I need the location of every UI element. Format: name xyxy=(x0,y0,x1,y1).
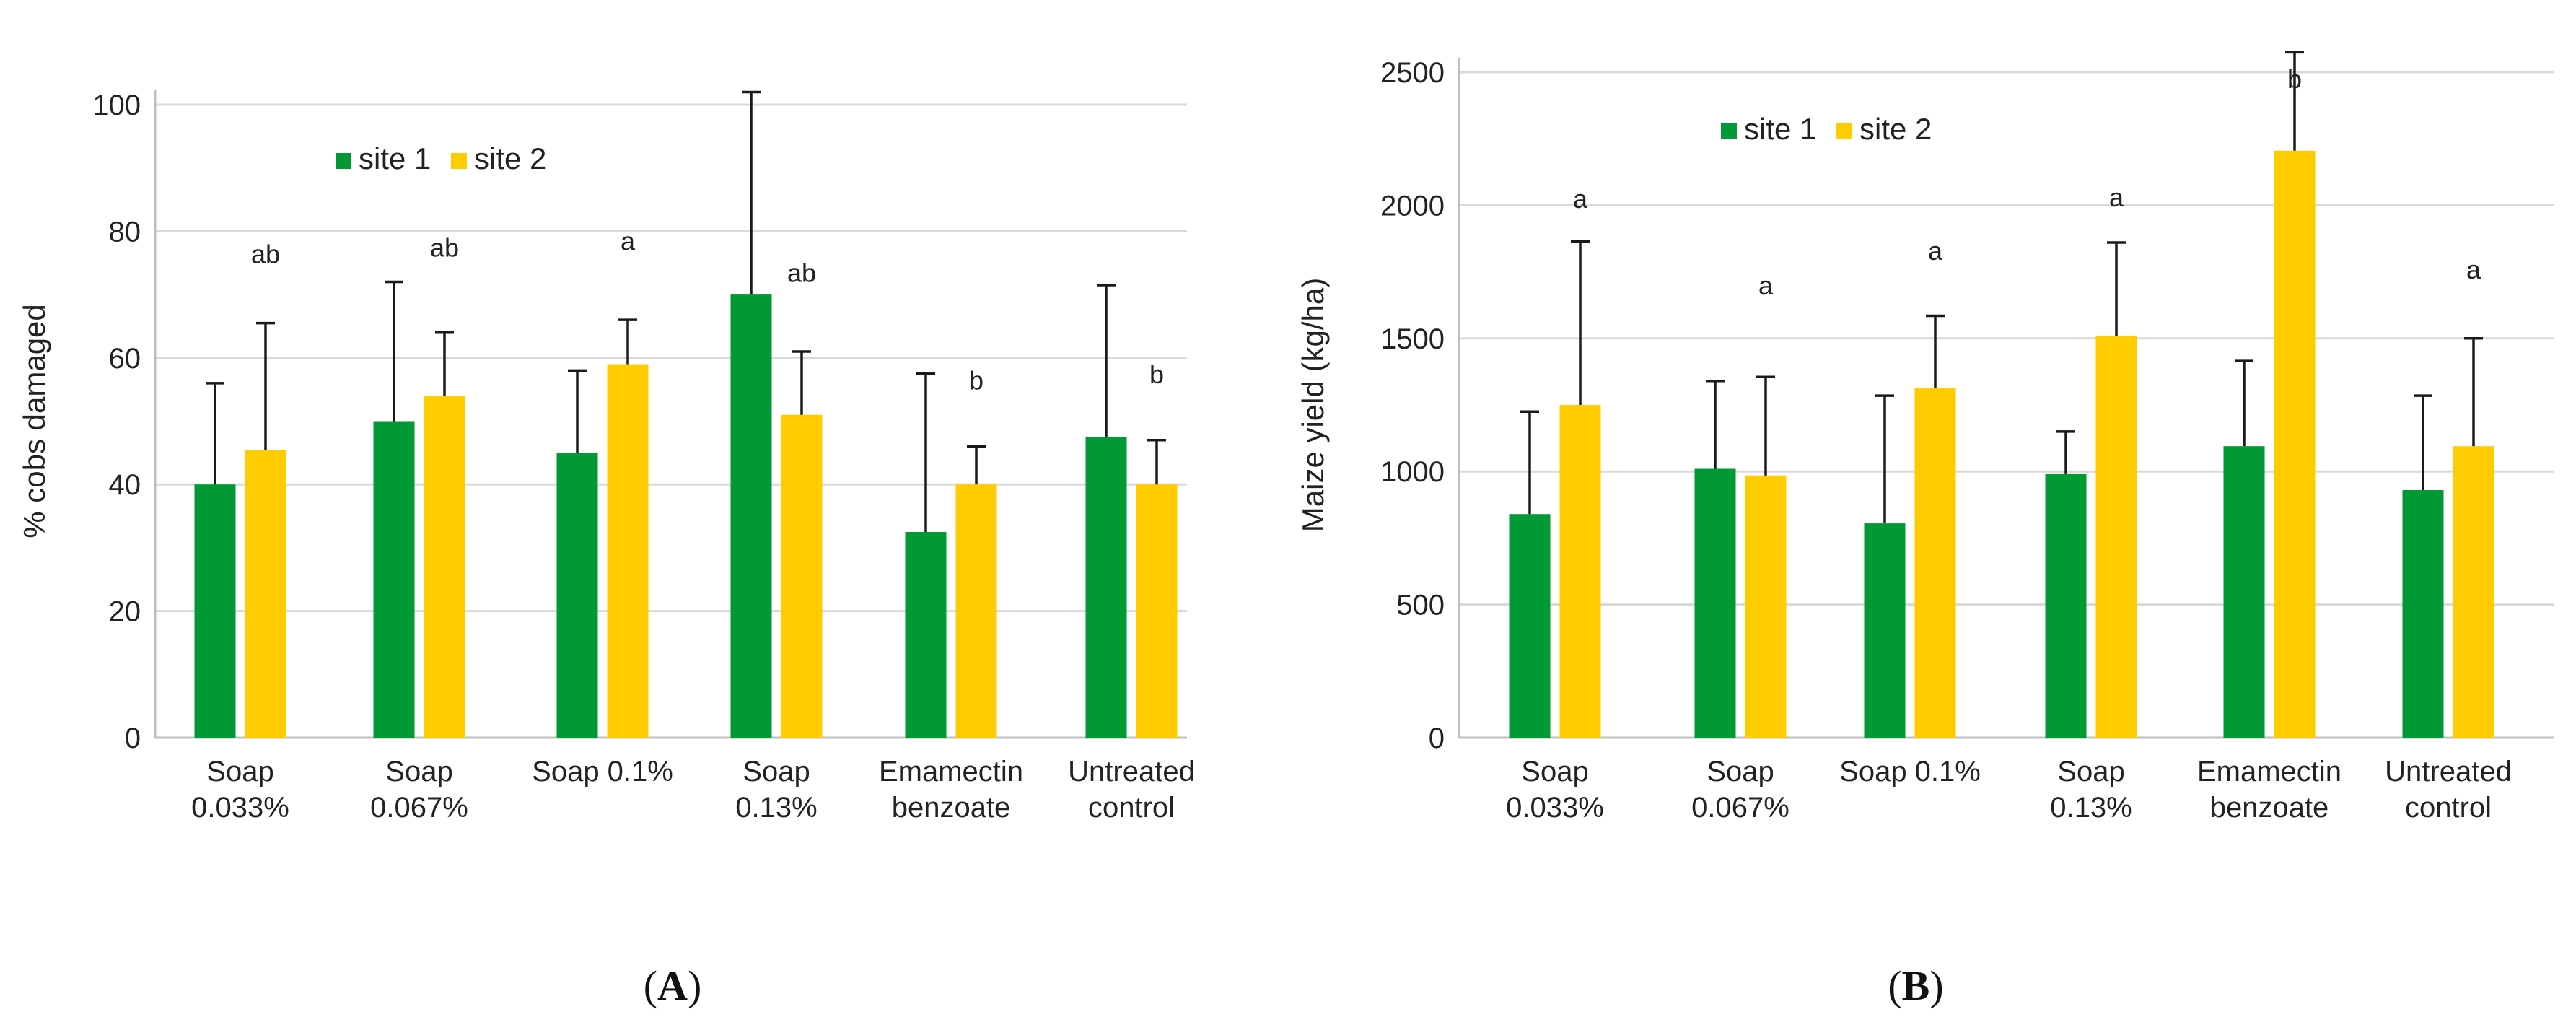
chart-a-legend-label-site2: site 2 xyxy=(474,141,546,175)
chart-b-bar-site1 xyxy=(2223,446,2265,738)
chart-b-y-tick-label: 500 xyxy=(1396,590,1445,621)
chart-a-category-label: Soap 0.067% xyxy=(370,756,468,824)
chart-panel-a: 0 20 40 60 80 100 ab ab a ab b b Soap 0.033% Soap 0.067… xyxy=(17,90,1195,1009)
chart-b-bar-site1 xyxy=(1694,468,1736,738)
chart-panel-b: 0 500 1000 1500 2000 2500 a a a a b a Soap 0.033% Soap… xyxy=(1296,51,2554,1009)
chart-a-y-axis-title: % cobs damaged xyxy=(17,304,51,538)
chart-a-bar-site2 xyxy=(1136,484,1178,738)
chart-b-bar-site1 xyxy=(2402,490,2444,738)
chart-b-panel-label: (B) xyxy=(1888,962,1943,1009)
chart-b-category-label: Soap 0.1% xyxy=(1839,756,1981,787)
chart-a-y-tick-label: 60 xyxy=(109,343,141,375)
chart-a-bar-site2 xyxy=(245,449,286,738)
chart-a-significance-label: ab xyxy=(787,258,816,288)
chart-a-category-label: Soap 0.033% xyxy=(191,756,289,824)
chart-a-significance-label: ab xyxy=(251,239,280,269)
chart-b-y-axis-title: Maize yield (kg/ha) xyxy=(1296,278,1330,532)
chart-a-y-tick-label: 20 xyxy=(109,596,141,628)
chart-b-category-label: Emamectin benzoate xyxy=(2197,756,2341,824)
chart-b-category-label: Soap 0.067% xyxy=(1691,756,1789,824)
chart-b-legend-label-site1: site 1 xyxy=(1744,112,1816,146)
chart-a-bar-site2 xyxy=(781,414,823,738)
chart-a-significance-label: b xyxy=(1149,359,1164,389)
chart-a-significance-label: b xyxy=(969,366,983,396)
chart-b-significance-label: a xyxy=(1758,271,1774,300)
chart-a-y-tick-label: 0 xyxy=(125,723,141,754)
chart-a-legend-swatch-site2 xyxy=(451,153,467,169)
chart-a-bar-site1 xyxy=(730,294,772,738)
chart-b-bar-site1 xyxy=(1509,514,1551,738)
chart-b-y-tick-label: 2500 xyxy=(1380,57,1445,89)
chart-a-y-tick-label: 40 xyxy=(109,469,141,501)
chart-b-significance-label: b xyxy=(2287,64,2302,94)
chart-a-bar-site1 xyxy=(1085,437,1127,738)
chart-a-category-label: Soap 0.1% xyxy=(532,756,673,787)
chart-a-bar-site1 xyxy=(556,453,598,738)
chart-a-category-label: Untreated control xyxy=(1068,756,1195,824)
chart-b-significance-label: a xyxy=(1573,184,1588,214)
chart-b-legend-label-site2: site 2 xyxy=(1859,112,1932,146)
chart-b-bar-site2 xyxy=(1914,388,1956,738)
chart-b-bar-site2 xyxy=(1745,475,1787,738)
chart-b-y-tick-label: 1000 xyxy=(1380,456,1445,488)
chart-b-bar-site2 xyxy=(2453,446,2494,738)
chart-b-legend-swatch-site1 xyxy=(1721,123,1737,139)
chart-a-y-tick-label: 100 xyxy=(92,90,141,121)
chart-a-bar-site1 xyxy=(194,484,236,738)
chart-a-legend-label-site1: site 1 xyxy=(359,141,431,175)
chart-b-significance-label: a xyxy=(2109,183,2124,212)
chart-b-bar-site1 xyxy=(1864,523,1906,738)
chart-a-y-tick-label: 80 xyxy=(109,216,141,248)
chart-a-bar-site1 xyxy=(905,531,947,738)
chart-a-panel-label: (A) xyxy=(644,962,702,1009)
chart-b-bar-site2 xyxy=(2274,150,2316,738)
chart-b-legend-swatch-site2 xyxy=(1836,123,1852,139)
chart-b-category-label: Soap 0.13% xyxy=(2050,756,2132,824)
chart-a-bar-site2 xyxy=(424,396,465,738)
chart-a-legend-swatch-site1 xyxy=(336,153,351,169)
chart-a-category-label: Soap 0.13% xyxy=(735,756,817,824)
chart-a-bar-site2 xyxy=(955,484,997,738)
chart-b-category-label: Untreated control xyxy=(2385,756,2512,824)
chart-b-significance-label: a xyxy=(2466,255,2481,284)
chart-b-y-tick-label: 1500 xyxy=(1380,323,1445,355)
chart-b-bar-site2 xyxy=(2095,336,2137,738)
chart-a-bar-site1 xyxy=(373,421,415,738)
chart-a-significance-label: a xyxy=(621,227,636,256)
chart-b-y-tick-label: 0 xyxy=(1429,723,1445,754)
chart-b-category-label: Soap 0.033% xyxy=(1506,756,1604,824)
chart-b-bar-site2 xyxy=(1559,405,1601,738)
chart-b-y-tick-label: 2000 xyxy=(1380,190,1445,222)
chart-a-significance-label: ab xyxy=(430,232,459,262)
chart-b-significance-label: a xyxy=(1928,236,1943,266)
chart-b-bar-site1 xyxy=(2045,473,2087,738)
chart-a-category-label: Emamectin benzoate xyxy=(879,756,1023,824)
chart-a-bar-site2 xyxy=(607,364,649,738)
